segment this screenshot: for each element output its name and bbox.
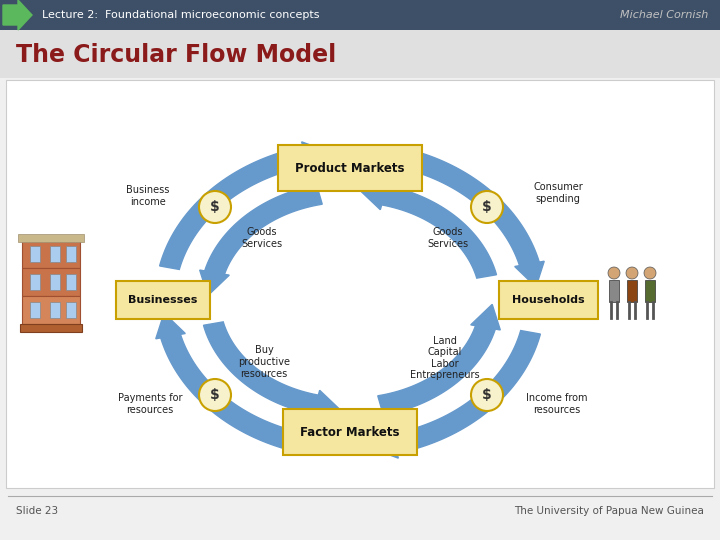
Polygon shape	[387, 146, 541, 269]
FancyBboxPatch shape	[283, 409, 417, 455]
FancyBboxPatch shape	[22, 240, 80, 268]
FancyBboxPatch shape	[645, 280, 655, 302]
Text: Goods
Services: Goods Services	[428, 227, 469, 249]
Text: $: $	[482, 200, 492, 214]
Circle shape	[644, 267, 656, 279]
Polygon shape	[160, 330, 312, 454]
FancyBboxPatch shape	[50, 274, 60, 290]
Text: Land
Capital
Labor
Entrepreneurs: Land Capital Labor Entrepreneurs	[410, 335, 480, 380]
FancyBboxPatch shape	[278, 145, 422, 191]
Text: $: $	[482, 388, 492, 402]
Polygon shape	[361, 181, 389, 210]
Text: Income from
resources: Income from resources	[526, 393, 588, 415]
FancyBboxPatch shape	[116, 281, 210, 319]
FancyBboxPatch shape	[50, 302, 60, 318]
FancyBboxPatch shape	[22, 268, 80, 296]
Polygon shape	[311, 390, 339, 419]
Circle shape	[199, 191, 231, 223]
Circle shape	[608, 267, 620, 279]
Polygon shape	[160, 146, 312, 269]
Text: Goods
Services: Goods Services	[241, 227, 282, 249]
FancyBboxPatch shape	[20, 324, 82, 332]
Text: Michael Cornish: Michael Cornish	[620, 10, 708, 20]
Polygon shape	[199, 270, 229, 295]
Polygon shape	[302, 142, 329, 171]
Text: Slide 23: Slide 23	[16, 506, 58, 516]
Text: $: $	[210, 200, 220, 214]
Text: $: $	[210, 388, 220, 402]
Polygon shape	[371, 429, 398, 458]
Text: Factor Markets: Factor Markets	[300, 426, 400, 438]
Text: The University of Papua New Guinea: The University of Papua New Guinea	[514, 506, 704, 516]
Text: Lecture 2:  Foundational microeconomic concepts: Lecture 2: Foundational microeconomic co…	[42, 10, 320, 20]
FancyBboxPatch shape	[30, 274, 40, 290]
Circle shape	[626, 267, 638, 279]
FancyBboxPatch shape	[66, 274, 76, 290]
Text: Businesses: Businesses	[128, 295, 198, 305]
FancyBboxPatch shape	[30, 246, 40, 262]
FancyBboxPatch shape	[18, 234, 84, 242]
Circle shape	[199, 379, 231, 411]
Text: Business
income: Business income	[126, 185, 170, 207]
Polygon shape	[378, 322, 497, 415]
Text: The Circular Flow Model: The Circular Flow Model	[16, 43, 336, 67]
Text: Buy
productive
resources: Buy productive resources	[238, 346, 290, 379]
Circle shape	[471, 379, 503, 411]
FancyBboxPatch shape	[0, 30, 720, 78]
FancyBboxPatch shape	[30, 302, 40, 318]
FancyBboxPatch shape	[66, 246, 76, 262]
Circle shape	[471, 191, 503, 223]
Text: Households: Households	[512, 295, 585, 305]
FancyBboxPatch shape	[22, 296, 80, 324]
Polygon shape	[387, 330, 541, 454]
FancyBboxPatch shape	[66, 302, 76, 318]
Text: Payments for
resources: Payments for resources	[118, 393, 182, 415]
Text: Product Markets: Product Markets	[295, 161, 405, 174]
Polygon shape	[515, 261, 544, 287]
FancyBboxPatch shape	[498, 281, 598, 319]
Polygon shape	[204, 185, 323, 278]
Polygon shape	[156, 313, 185, 339]
Polygon shape	[378, 185, 497, 278]
FancyBboxPatch shape	[0, 0, 720, 30]
Polygon shape	[204, 322, 323, 415]
FancyBboxPatch shape	[609, 280, 619, 302]
Polygon shape	[471, 305, 500, 330]
Polygon shape	[3, 0, 32, 30]
Text: Consumer
spending: Consumer spending	[533, 182, 583, 204]
FancyBboxPatch shape	[50, 246, 60, 262]
FancyBboxPatch shape	[6, 80, 714, 488]
FancyBboxPatch shape	[627, 280, 637, 302]
